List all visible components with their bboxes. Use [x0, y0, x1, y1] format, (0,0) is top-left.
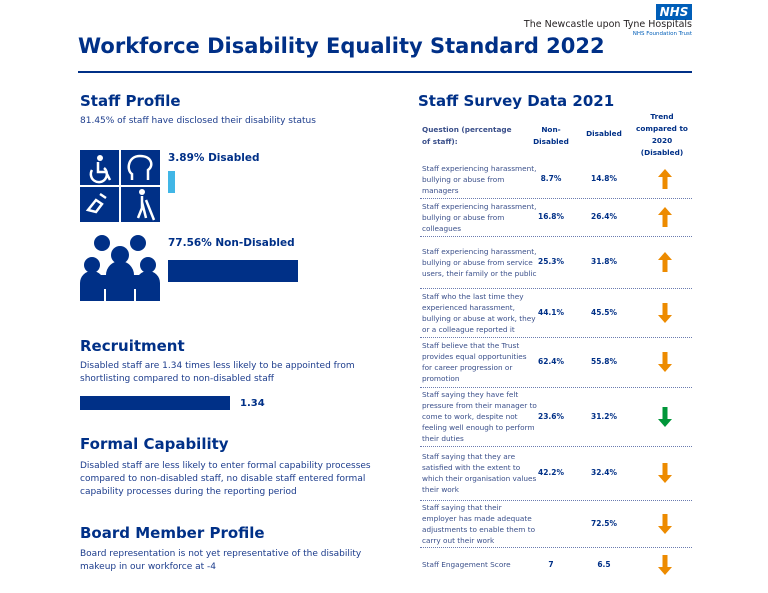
non-disabled-value: 23.6% [537, 411, 565, 421]
heading: Staff Profile [80, 92, 181, 110]
non-disabled-value: 16.8% [537, 212, 565, 221]
ratio-bar [80, 396, 230, 410]
disabled-value: 14.8% [590, 174, 618, 183]
disabled-value: 45.5% [590, 307, 618, 317]
org-sub: NHS Foundation Trust [632, 31, 692, 37]
trend-arrow-down [658, 302, 672, 323]
heading: Formal Capability [80, 435, 229, 453]
non-disabled-value: 7 [548, 559, 554, 569]
question: Staff saying they have felt pressure fro… [422, 390, 537, 443]
question: Staff saying that their employer has mad… [422, 502, 536, 545]
title: Workforce Disability Equality Standard 2… [78, 34, 605, 58]
row-divider [420, 198, 692, 199]
row-divider [420, 337, 692, 338]
trend-arrow-down [658, 406, 672, 427]
nhs-logo: NHS [656, 4, 692, 20]
non-disabled-value: 42.2% [537, 468, 565, 477]
row-divider [420, 236, 692, 237]
disabled-value: 32.4% [590, 468, 618, 477]
non-disabled-bar [168, 260, 299, 282]
text: Disabled staff are less likely to enter … [80, 461, 371, 497]
trend-arrow-up [658, 252, 672, 272]
row-divider [420, 288, 692, 289]
non-disabled-label: 77.56% Non-Disabled [168, 237, 295, 249]
text: 81.45% of staff have disclosed their dis… [80, 116, 316, 126]
trend-arrow-down [658, 463, 672, 483]
disabled-value: 6.5 [597, 559, 611, 569]
row-divider [420, 387, 692, 388]
ratio-value: 1.34 [240, 398, 265, 409]
text: Board representation is not yet represen… [80, 549, 362, 572]
question: Staff believe that the Trust provides eq… [422, 341, 527, 383]
column-header: Non-Disabled [533, 125, 569, 146]
question: Staff Engagement Score [422, 560, 511, 569]
trend-arrow-down [658, 554, 672, 575]
question: Staff who the last time they experienced… [422, 291, 536, 334]
disabled-value: 31.8% [590, 257, 618, 266]
rule [78, 71, 692, 73]
row-divider [420, 446, 692, 447]
heading: Board Member Profile [80, 524, 265, 542]
column-header: Trend compared to 2020 (Disabled) [636, 112, 688, 157]
question: Staff experiencing harassment, bullying … [422, 246, 537, 278]
disabled-value: 72.5% [590, 518, 618, 528]
trend-arrow-down [658, 513, 672, 534]
disability-icons [80, 150, 160, 222]
non-disabled-value: 8.7% [540, 174, 562, 183]
org-name: The Newcastle upon Tyne Hospitals [523, 19, 692, 30]
disabled-value: 31.2% [590, 411, 618, 421]
non-disabled-value: 25.3% [537, 257, 565, 266]
heading: Staff Survey Data 2021 [418, 92, 615, 110]
trend-arrow-down [658, 352, 672, 372]
disabled-value: 55.8% [590, 357, 618, 366]
non-disabled-value: 44.1% [537, 307, 565, 317]
people-icon [80, 235, 160, 301]
heading: Recruitment [80, 337, 185, 355]
column-header: Question (percentage of staff): [422, 125, 512, 146]
question: Staff experiencing harassment, bullying … [422, 201, 537, 233]
disabled-value: 26.4% [590, 212, 618, 221]
row-divider [420, 500, 692, 501]
disabled-label: 3.89% Disabled [168, 152, 260, 164]
text: Disabled staff are 1.34 times less likel… [80, 361, 355, 384]
disabled-bar [168, 171, 175, 193]
column-header: Disabled [586, 129, 622, 138]
question: Staff experiencing harassment, bullying … [422, 163, 537, 195]
question: Staff saying that they are satisfied wit… [422, 452, 537, 494]
row-divider [420, 547, 692, 548]
trend-arrow-up [658, 207, 672, 227]
trend-arrow-up [658, 169, 672, 189]
non-disabled-value: 62.4% [537, 357, 565, 366]
